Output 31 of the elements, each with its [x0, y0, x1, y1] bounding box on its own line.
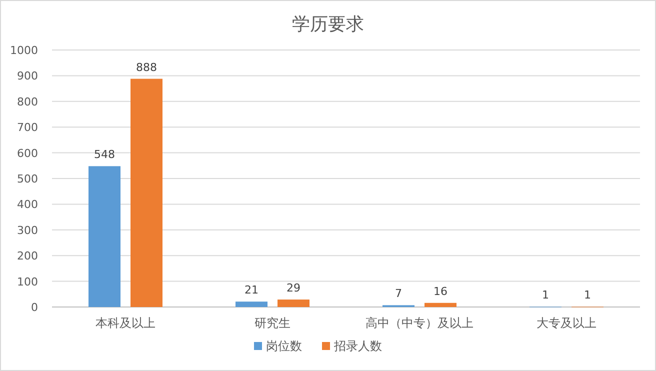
y-tick-label: 0 [31, 301, 38, 314]
data-label: 29 [286, 282, 300, 295]
x-tick-label: 本科及以上 [96, 316, 156, 330]
y-tick-label: 1000 [10, 44, 38, 57]
data-label: 16 [434, 284, 448, 298]
bar [236, 302, 268, 307]
bar [424, 302, 456, 307]
data-label: 888 [136, 60, 157, 74]
chart-title: 学历要求 [292, 14, 364, 35]
y-tick-label: 700 [17, 121, 38, 134]
x-tick-label: 大专及以上 [536, 316, 596, 330]
y-tick-label: 100 [17, 275, 38, 288]
bar [88, 166, 120, 307]
y-tick-label: 200 [17, 250, 38, 263]
data-label: 1 [542, 288, 549, 302]
legend-label: 招录人数 [333, 339, 382, 353]
y-tick-label: 300 [17, 224, 38, 237]
legend-label: 岗位数 [266, 339, 302, 353]
data-label: 548 [94, 148, 115, 162]
y-tick-label: 900 [17, 70, 38, 83]
data-label: 21 [244, 284, 258, 297]
data-label: 1 [584, 288, 591, 302]
bar [130, 78, 162, 307]
x-tick-label: 高中（中专）及以上 [366, 316, 474, 330]
x-tick-label: 研究生 [254, 316, 290, 330]
y-tick-label: 600 [17, 146, 38, 160]
bar [278, 300, 310, 307]
y-tick-label: 400 [17, 198, 38, 212]
y-tick-label: 500 [17, 172, 38, 186]
data-label: 7 [395, 287, 402, 300]
y-tick-label: 800 [17, 95, 38, 108]
